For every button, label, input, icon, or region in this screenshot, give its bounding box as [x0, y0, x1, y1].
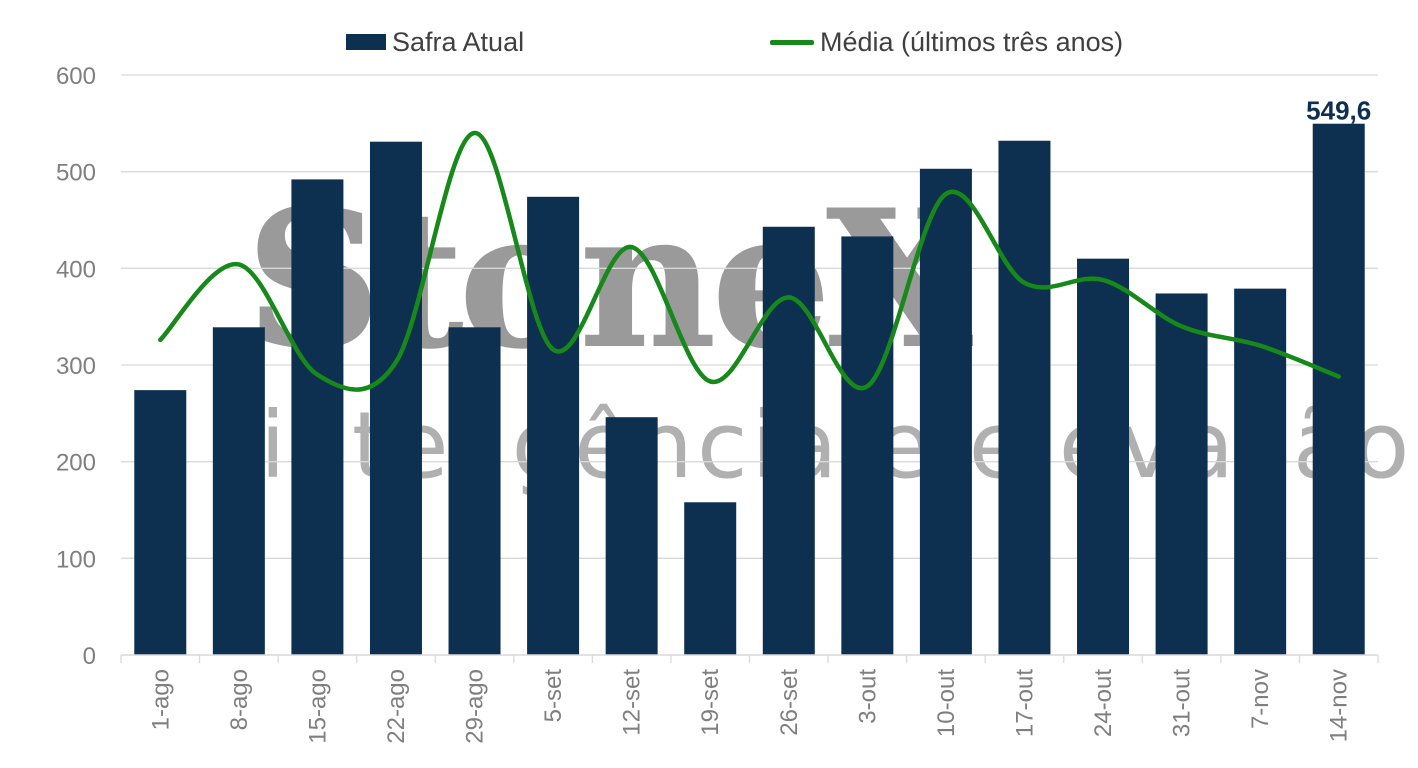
x-tick-label: 15-ago [304, 669, 331, 744]
x-tick-label: 7-nov [1247, 669, 1274, 729]
line-series [158, 130, 1341, 392]
x-tick-label: 19-set [697, 669, 724, 736]
x-tick-label: 8-ago [226, 669, 253, 730]
x-tick-label: 17-out [1011, 669, 1038, 737]
data-labels: 549,6 [1306, 96, 1371, 126]
data-label: 549,6 [1306, 96, 1371, 126]
bar [291, 179, 344, 655]
bar [841, 236, 894, 655]
bar [1155, 293, 1208, 655]
x-tick-label: 3-out [854, 669, 881, 724]
bar [1312, 123, 1365, 656]
x-tick-label: 12-set [619, 669, 646, 736]
bar [212, 327, 265, 655]
bar [448, 327, 501, 655]
x-tick-label: 24-out [1090, 669, 1117, 737]
line-media [158, 130, 1341, 392]
legend-swatch-bar [346, 34, 386, 50]
bar [998, 140, 1051, 655]
bar [605, 417, 658, 655]
bar [1077, 258, 1130, 655]
y-tick-label: 300 [56, 353, 96, 380]
y-tick-label: 100 [56, 546, 96, 573]
legend-item-safra-atual: Safra Atual [346, 22, 524, 62]
bar [919, 168, 972, 655]
y-axis: 0 100 200 300 400 500 600 [56, 63, 96, 670]
x-tick-label: 1-ago [147, 669, 174, 730]
x-tick-label: 22-ago [383, 669, 410, 744]
x-tick-label: 10-out [933, 669, 960, 737]
legend-label-bar: Safra Atual [392, 26, 525, 57]
bar [369, 141, 422, 655]
bar [762, 226, 815, 655]
x-tick-label: 14-nov [1326, 669, 1353, 742]
bar [134, 390, 187, 655]
y-tick-label: 600 [56, 63, 96, 90]
legend: Safra Atual Média (últimos três anos) [0, 22, 1418, 62]
legend-label-line: Média (últimos três anos) [820, 26, 1124, 57]
y-tick-label: 400 [56, 256, 96, 283]
x-tick-label: 5-set [540, 669, 567, 723]
y-tick-label: 200 [56, 450, 96, 477]
x-tick-label: 31-out [1169, 669, 1196, 737]
x-tick-label: 29-ago [462, 669, 489, 744]
x-axis: 1-ago 8-ago 15-ago 22-ago 29-ago 5-set 12-set 1… [120, 654, 1379, 744]
y-tick-label: 500 [56, 160, 96, 187]
bar-series [134, 123, 1365, 656]
legend-swatch-line [770, 39, 814, 45]
y-tick-label: 0 [83, 643, 96, 670]
bar [527, 196, 580, 656]
bar [684, 502, 737, 655]
legend-item-media: Média (últimos três anos) [770, 22, 1123, 62]
x-tick-label: 26-set [776, 669, 803, 736]
